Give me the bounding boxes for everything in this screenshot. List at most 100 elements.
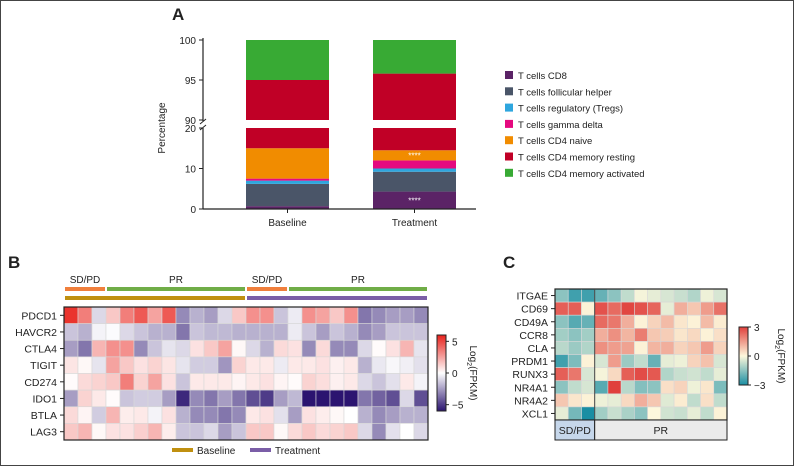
heatmap-cell (329, 323, 345, 341)
heatmap-cell (413, 406, 429, 424)
row-label: PRDM1 (511, 356, 548, 368)
heatmap-cell (343, 406, 359, 424)
y-axis-label: Percentage (157, 102, 168, 154)
bar-segment-0-2 (246, 180, 329, 184)
timepoint-bar (65, 296, 245, 300)
heatmap-cell (287, 323, 303, 341)
heatmap-cell (77, 339, 93, 358)
heatmap-cell (385, 423, 401, 441)
heatmap-cell (315, 423, 331, 441)
legend-swatch (505, 136, 513, 145)
heatmap-cell (713, 327, 728, 342)
response-group-bar (289, 287, 427, 291)
heatmap-cell (133, 306, 149, 324)
heatmap-cell (567, 327, 582, 342)
y-tick-label: 10 (185, 165, 197, 176)
heatmap-cell (315, 306, 331, 324)
heatmap-cell (203, 356, 219, 374)
heatmap-cell (399, 423, 415, 441)
heatmap-cell (231, 406, 247, 424)
heatmap-cell (231, 323, 247, 341)
heatmap-cell (620, 354, 635, 368)
heatmap-cell (119, 373, 135, 391)
heatmap-cell (660, 367, 675, 382)
heatmap-cell (217, 306, 233, 324)
heatmap-cell (161, 406, 177, 424)
heatmap-cell (189, 306, 205, 324)
heatmap-cell (105, 306, 121, 324)
heatmap-cell (581, 341, 595, 355)
y-tick-label: 90 (185, 116, 197, 127)
heatmap-cell (607, 367, 622, 382)
heatmap-cell (133, 356, 149, 374)
heatmap-cell (273, 406, 289, 424)
heatmap-cell (259, 356, 275, 374)
heatmap-cell (413, 306, 429, 324)
heatmap-cell (673, 341, 688, 355)
heatmap-cell (217, 373, 233, 391)
heatmap-cell (567, 341, 582, 355)
heatmap-cell (594, 380, 609, 395)
heatmap-cell (273, 306, 289, 324)
colorbar-title: Log2(FPKM) (465, 345, 478, 400)
heatmap-cell (315, 406, 331, 424)
heatmap-cell (105, 356, 121, 374)
heatmap-cell (245, 389, 261, 408)
row-label: LAG3 (30, 427, 57, 439)
heatmap-cell (634, 314, 648, 329)
legend-swatch (505, 71, 513, 79)
heatmap-cell (594, 288, 609, 303)
heatmap-cell (413, 373, 429, 391)
heatmap-cell (343, 423, 359, 441)
heatmap-cell (673, 288, 688, 303)
row-label: RUNX3 (512, 369, 548, 381)
heatmap-cell (371, 406, 387, 424)
heatmap-cell (217, 339, 233, 358)
row-label: CLA (528, 343, 548, 355)
heatmap-cell (175, 339, 191, 358)
heatmap-cell (607, 393, 622, 408)
heatmap-cell (119, 423, 135, 441)
panel-b-heatmap: PDCD1 HAVCR2 CTLA4 TIGIT CD274 IDO1 BTLA LAG3 SD… (15, 275, 478, 457)
heatmap-cell (660, 341, 675, 355)
heatmap-cell (687, 393, 701, 408)
axis-break-mark (199, 118, 207, 125)
heatmap-cell (147, 306, 163, 324)
heatmap-cell (594, 341, 609, 355)
row-label: NR4A1 (514, 382, 548, 394)
heatmap-cell (713, 380, 728, 395)
heatmap-cell (203, 389, 219, 408)
heatmap-cell (343, 339, 359, 358)
legend-swatch (505, 87, 513, 96)
heatmap-cell (161, 306, 177, 324)
heatmap-cell (607, 288, 622, 303)
heatmap-cell (634, 288, 648, 303)
colorbar-title-main: Log (467, 345, 478, 362)
heatmap-cell (567, 301, 582, 316)
heatmap-cell (231, 339, 247, 358)
heatmap-cell (357, 356, 373, 374)
heatmap-cell (77, 306, 93, 324)
heatmap-cell (329, 423, 345, 441)
heatmap-cell (554, 354, 569, 368)
heatmap-cell (647, 341, 662, 355)
legend-swatch (505, 119, 513, 128)
legend-label: T cells gamma delta (518, 120, 604, 131)
response-group-bar (594, 419, 728, 441)
heatmap-cell (594, 354, 609, 368)
significance-annotation: **** (408, 196, 420, 205)
heatmap-cell (554, 301, 569, 316)
heatmap-cell (175, 356, 191, 374)
bar-segment-0-4 (246, 148, 329, 179)
heatmap-cell (147, 356, 163, 374)
heatmap-cell (231, 423, 247, 441)
heatmap-cell (133, 423, 149, 441)
bar-segment-0-0 (246, 206, 329, 209)
colorbar-title-sub: 2 (773, 345, 780, 349)
heatmap-cell (259, 423, 275, 441)
heatmap-cell (231, 389, 247, 408)
heatmap-cell (273, 423, 289, 441)
heatmap-cell (700, 354, 715, 368)
heatmap-cell (620, 367, 635, 382)
